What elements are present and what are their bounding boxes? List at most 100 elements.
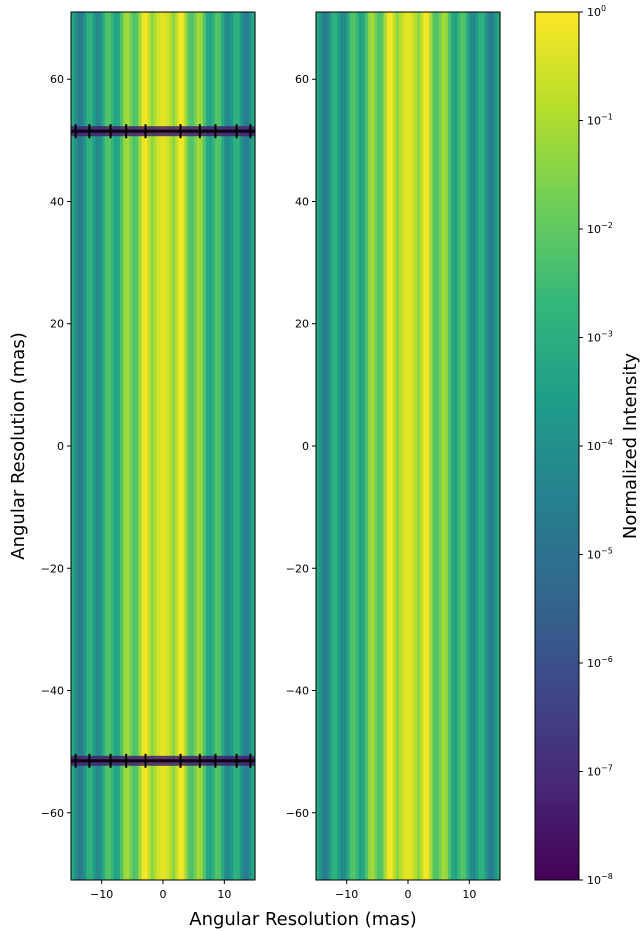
left-heatmap-column [181,12,186,880]
right-heatmap-column [362,12,366,880]
left-heatmap-column [190,12,195,880]
left-heatmap-column [227,12,232,880]
right-heatmap-column [481,12,486,880]
left-heatmap-column [147,12,152,880]
right-heatmap-column [460,12,464,880]
left-y-axis-ticks: 60 40 20 0 −20 −40 −60 [41,73,71,820]
left-heatmap-column [104,12,109,880]
left-heatmap-column [123,12,127,880]
right-heatmap-column [450,12,455,880]
right-heatmap-column [420,12,424,880]
right-heatmap-column [466,12,470,880]
left-heatmap-column [230,12,235,880]
left-null-node [179,753,182,768]
left-heatmap-column [236,12,241,880]
left-heatmap-column [95,12,100,880]
right-y-tick-label: −60 [286,807,309,820]
colorbar-tick-label: 10−2 [587,221,613,236]
left-null-node [88,124,91,139]
right-y-tick-label: 60 [295,73,309,86]
left-heatmap-column [218,12,222,880]
right-heatmap-column [423,12,427,880]
right-heatmap-column [365,12,369,880]
right-heatmap-column [346,12,351,880]
left-heatmap-column [242,12,247,880]
right-heatmap-column [331,12,335,880]
left-null-node [235,124,238,139]
right-y-axis-ticks: 60 40 20 0 −20 −40 −60 [286,73,316,820]
right-heatmap-column [358,12,363,880]
left-heatmap-column [144,12,149,880]
left-heatmap-column [175,12,179,880]
left-x-tick-label: 10 [217,888,231,901]
left-heatmap-column [193,12,198,880]
y-axis-label: Angular Resolution (mas) [8,332,29,559]
left-heatmap-column [113,12,118,880]
right-heatmap-column [368,12,372,880]
left-heatmap-column [101,12,106,880]
right-heatmap-column [395,12,400,880]
left-y-tick-label: −60 [41,807,64,820]
right-heatmap-column [463,12,467,880]
right-heatmap-column [444,12,449,880]
right-heatmap-column [454,12,458,880]
x-axis-label: Angular Resolution (mas) [189,909,416,930]
right-y-tick-label: 40 [295,195,309,208]
colorbar: 100 10−1 10−2 10−3 10−4 10−5 10−6 10−7 10−8 [534,4,613,887]
left-central-lobe [157,12,169,880]
left-heatmap-column [126,12,130,880]
right-heatmap-column [417,12,421,880]
right-heatmap-column [472,12,477,880]
left-null-node [74,124,77,139]
left-heatmap-column [150,12,155,880]
left-null-node [249,753,252,768]
right-heatmap-column [487,12,492,880]
right-heatmap-column [478,12,483,880]
right-heatmap-column [457,12,461,880]
right-heatmap-column [469,12,473,880]
left-heatmap-column [120,12,124,880]
right-heatmap-column [319,12,323,880]
left-heatmap-column [92,12,97,880]
left-heatmap-column [221,12,225,880]
left-heatmap-column [224,12,228,880]
right-heatmap-column [337,12,342,880]
right-x-axis-ticks: −10 0 10 [335,880,476,901]
left-null-node [125,124,128,139]
right-heatmap-column [447,12,452,880]
right-heatmap-column [374,12,378,880]
left-heatmap-column [117,12,121,880]
left-null-node [88,753,91,768]
left-heatmap-column [132,12,136,880]
right-heatmap-column [383,12,388,880]
right-heatmap-column [432,12,437,880]
left-x-tick-label: 0 [160,888,167,901]
right-y-tick-label: −20 [286,562,309,575]
left-heatmap-column [239,12,244,880]
right-heatmap-column [349,12,354,880]
left-null-node [179,124,182,139]
right-central-lobe [402,12,414,880]
right-heatmap-column [343,12,348,880]
colorbar-label: Normalized Intensity [620,353,641,539]
left-null-row [71,129,255,133]
left-y-tick-label: 60 [50,73,64,86]
colorbar-tick-label: 10−7 [587,764,613,779]
colorbar-tick-label: 10−1 [587,113,613,128]
right-heatmap-column [475,12,480,880]
right-heatmap-column [398,12,403,880]
right-heatmap-column [426,12,431,880]
left-heatmap-field [71,12,256,880]
right-heatmap-column [371,12,375,880]
left-y-tick-label: 20 [50,318,64,331]
left-x-tick-label: −10 [90,888,113,901]
left-null-node [144,753,147,768]
right-heatmap-column [340,12,345,880]
left-heatmap-column [138,12,143,880]
left-null-node [74,753,77,768]
left-heatmap-column [77,12,81,880]
left-heatmap-column [110,12,115,880]
right-heatmap-column [377,12,381,880]
left-heatmap-column [205,12,210,880]
